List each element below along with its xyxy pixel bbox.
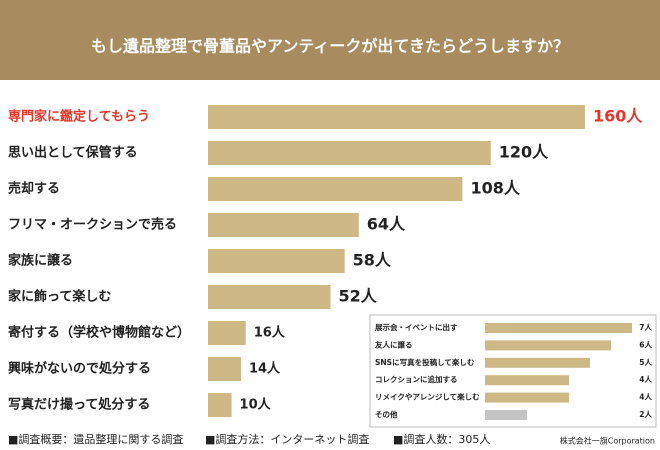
inset-box: [369, 314, 657, 428]
bar: [485, 357, 590, 368]
chart-title: もし遺品整理で骨董品やアンティークが出てきたらどうしますか？: [91, 37, 569, 56]
category-label: 家族に譲る: [8, 253, 73, 269]
title-banner: [0, 0, 660, 80]
bar: [485, 375, 569, 386]
category-label: フリマ・オークションで売る: [8, 217, 177, 233]
category-label: 専門家に鑑定してもらう: [8, 109, 150, 125]
value-label: 120人: [499, 143, 549, 162]
value-label: 4人: [639, 375, 652, 384]
category-label: 興味がないので処分する: [8, 361, 151, 377]
category-label: 売却する: [8, 181, 60, 197]
bar: [485, 392, 569, 403]
value-label: 58人: [353, 251, 392, 270]
value-label: 160人: [593, 107, 643, 126]
value-label: 10人: [240, 397, 272, 413]
category-label: 写真だけ撮って処分する: [8, 397, 150, 413]
category-label: その他: [375, 409, 398, 419]
bar: [208, 357, 241, 381]
category-label: 友人に譲る: [374, 339, 413, 349]
value-label: 14人: [249, 361, 281, 377]
bar: [208, 285, 331, 309]
bar: [485, 323, 632, 333]
bar: [208, 177, 463, 201]
value-label: 6人: [639, 340, 652, 349]
value-label: 108人: [470, 179, 520, 198]
value-label: 2人: [639, 410, 652, 419]
category-label: SNSに写真を投稿して楽しむ: [375, 357, 475, 367]
value-label: 4人: [639, 393, 652, 402]
bar: [485, 340, 611, 351]
value-label: 52人: [339, 287, 378, 306]
bar: [208, 105, 585, 129]
value-label: 16人: [254, 325, 286, 341]
value-label: 64人: [367, 215, 406, 234]
value-label: 5人: [639, 358, 652, 367]
bar: [208, 213, 359, 237]
bar: [485, 410, 527, 420]
credit: 株式会社一旗Corporation: [560, 436, 655, 446]
footer-item: ■調査概要：遺品整理に関する調査: [8, 432, 183, 446]
bar: [208, 249, 345, 273]
bar: [208, 141, 491, 165]
category-label: 寄付する（学校や博物館など）: [8, 325, 190, 341]
category-label: 展示会・イベントに出す: [374, 322, 458, 332]
category-label: リメイクやアレンジして楽しむ: [375, 392, 480, 402]
bar: [208, 321, 246, 345]
category-label: 思い出として保管する: [8, 145, 138, 161]
category-label: コレクションに追加する: [375, 374, 458, 384]
value-label: 7人: [639, 323, 652, 332]
bar: [208, 393, 232, 417]
category-label: 家に飾って楽しむ: [8, 289, 111, 305]
footer-item: ■調査方法：インターネット調査: [205, 432, 369, 446]
footer-item: ■調査人数：305人: [393, 432, 490, 446]
